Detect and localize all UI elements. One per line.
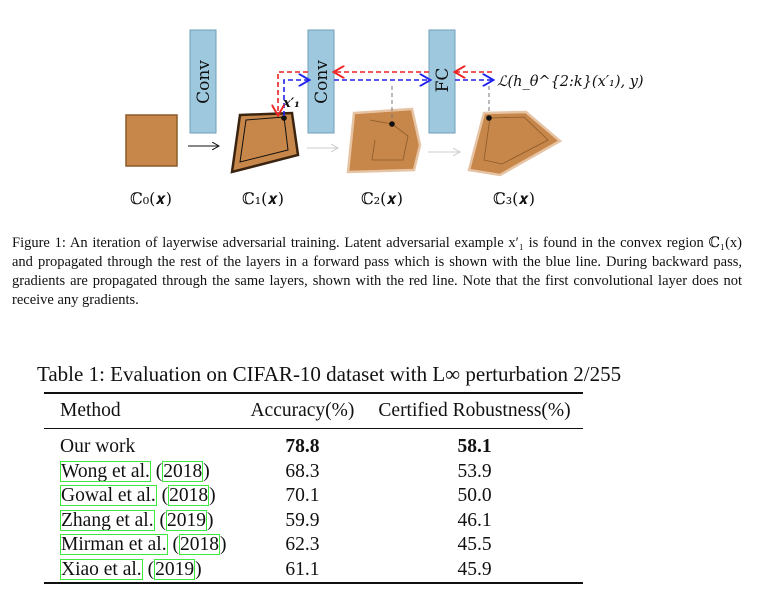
region-c1-inner	[239, 116, 289, 163]
citation-year-link[interactable]: 2018	[178, 534, 220, 556]
method-cell: Zhang et al. (2019)	[60, 509, 214, 531]
figure-caption-label: Figure 1:	[12, 235, 66, 251]
region-c1-shape	[230, 111, 300, 174]
robustness-cell: 53.9	[457, 460, 492, 482]
table-caption: Table 1: Evaluation on CIFAR-10 dataset …	[37, 362, 622, 386]
loss-label: ℒ(h_θ^{2:k}(x′₁), y)	[497, 74, 644, 90]
accuracy-cell: 68.3	[285, 460, 320, 482]
accuracy-cell: 59.9	[285, 509, 320, 531]
header-robustness: Certified Robustness(%)	[378, 400, 571, 421]
method-cell: Mirman et al. (2018)	[60, 534, 227, 556]
citation-year-link[interactable]: 2018	[168, 485, 210, 507]
method-cell: Wong et al. (2018)	[60, 460, 210, 482]
accuracy-cell: 78.8	[285, 436, 320, 458]
table-row: Wong et al. (2018) 68.3 53.9	[44, 460, 583, 485]
region-label-c0: ℂ₀(𝒙)	[130, 189, 172, 208]
region-c2-inner	[369, 119, 409, 161]
robustness-cell: 46.1	[457, 509, 492, 531]
backward-path-3	[278, 71, 308, 114]
accuracy-cell: 70.1	[285, 485, 320, 507]
accuracy-cell: 62.3	[285, 534, 320, 556]
method-cell: Gowal et al. (2018)	[60, 485, 216, 507]
table-row: Our work 78.8 58.1	[44, 429, 583, 460]
header-accuracy: Accuracy(%)	[250, 400, 355, 421]
robustness-cell: 50.0	[457, 485, 492, 507]
region-c3-shape	[467, 110, 563, 177]
header-method: Method	[60, 400, 121, 421]
table-row: Zhang et al. (2019) 59.9 46.1	[44, 509, 583, 534]
conv1-label: Conv	[194, 60, 214, 104]
conv1-block	[189, 29, 217, 134]
citation-link[interactable]: Xiao et al.	[60, 558, 143, 580]
robustness-cell: 45.5	[457, 534, 492, 556]
latent-label: x′₁	[282, 96, 300, 111]
figure-caption: Figure 1: An iteration of layerwise adver…	[12, 234, 742, 310]
table-row: Gowal et al. (2018) 70.1 50.0	[44, 484, 583, 509]
method-cell: Xiao et al. (2019)	[60, 558, 202, 580]
conv2-label: Conv	[312, 60, 332, 104]
method-name: Our work	[60, 436, 136, 458]
citation-year-link[interactable]: 2018	[162, 460, 204, 482]
method-cell: Our work	[44, 429, 238, 460]
region-c3-point	[486, 115, 492, 121]
latent-point	[281, 115, 287, 121]
region-label-c3: ℂ₃(𝒙)	[493, 189, 535, 208]
citation-link[interactable]: Zhang et al.	[60, 509, 155, 531]
citation-link[interactable]: Wong et al.	[60, 460, 151, 482]
region-c2-point	[389, 121, 395, 127]
figure-diagram: Conv x′₁ Conv FC ℒ(h_θ^{2:k}(x′₁), y) ℂ₀…	[125, 29, 644, 208]
region-c2-shape	[346, 107, 422, 174]
table-header-row: Method Accuracy(%) Certified Robustness(…	[44, 393, 583, 429]
accuracy-cell: 61.1	[285, 558, 320, 580]
table-row: Xiao et al. (2019) 61.1 45.9	[44, 558, 583, 583]
citation-year-link[interactable]: 2019	[165, 509, 207, 531]
citation-year-link[interactable]: 2019	[154, 558, 196, 580]
results-table: Method Accuracy(%) Certified Robustness(…	[44, 392, 583, 584]
region-c3-inner	[483, 116, 549, 165]
citation-link[interactable]: Mirman et al.	[60, 534, 168, 556]
region-label-c2: ℂ₂(𝒙)	[361, 189, 403, 208]
region-c0-shape	[125, 114, 178, 167]
robustness-cell: 45.9	[457, 558, 492, 580]
region-label-c1: ℂ₁(𝒙)	[242, 189, 284, 208]
fc-label: FC	[433, 68, 453, 93]
robustness-cell: 58.1	[457, 436, 492, 458]
forward-path-1	[283, 80, 308, 116]
table-row: Mirman et al. (2018) 62.3 45.5	[44, 533, 583, 558]
figure-caption-text: An iteration of layerwise adversarial tr…	[12, 235, 742, 308]
citation-link[interactable]: Gowal et al.	[60, 485, 157, 507]
fc-block	[428, 29, 456, 134]
